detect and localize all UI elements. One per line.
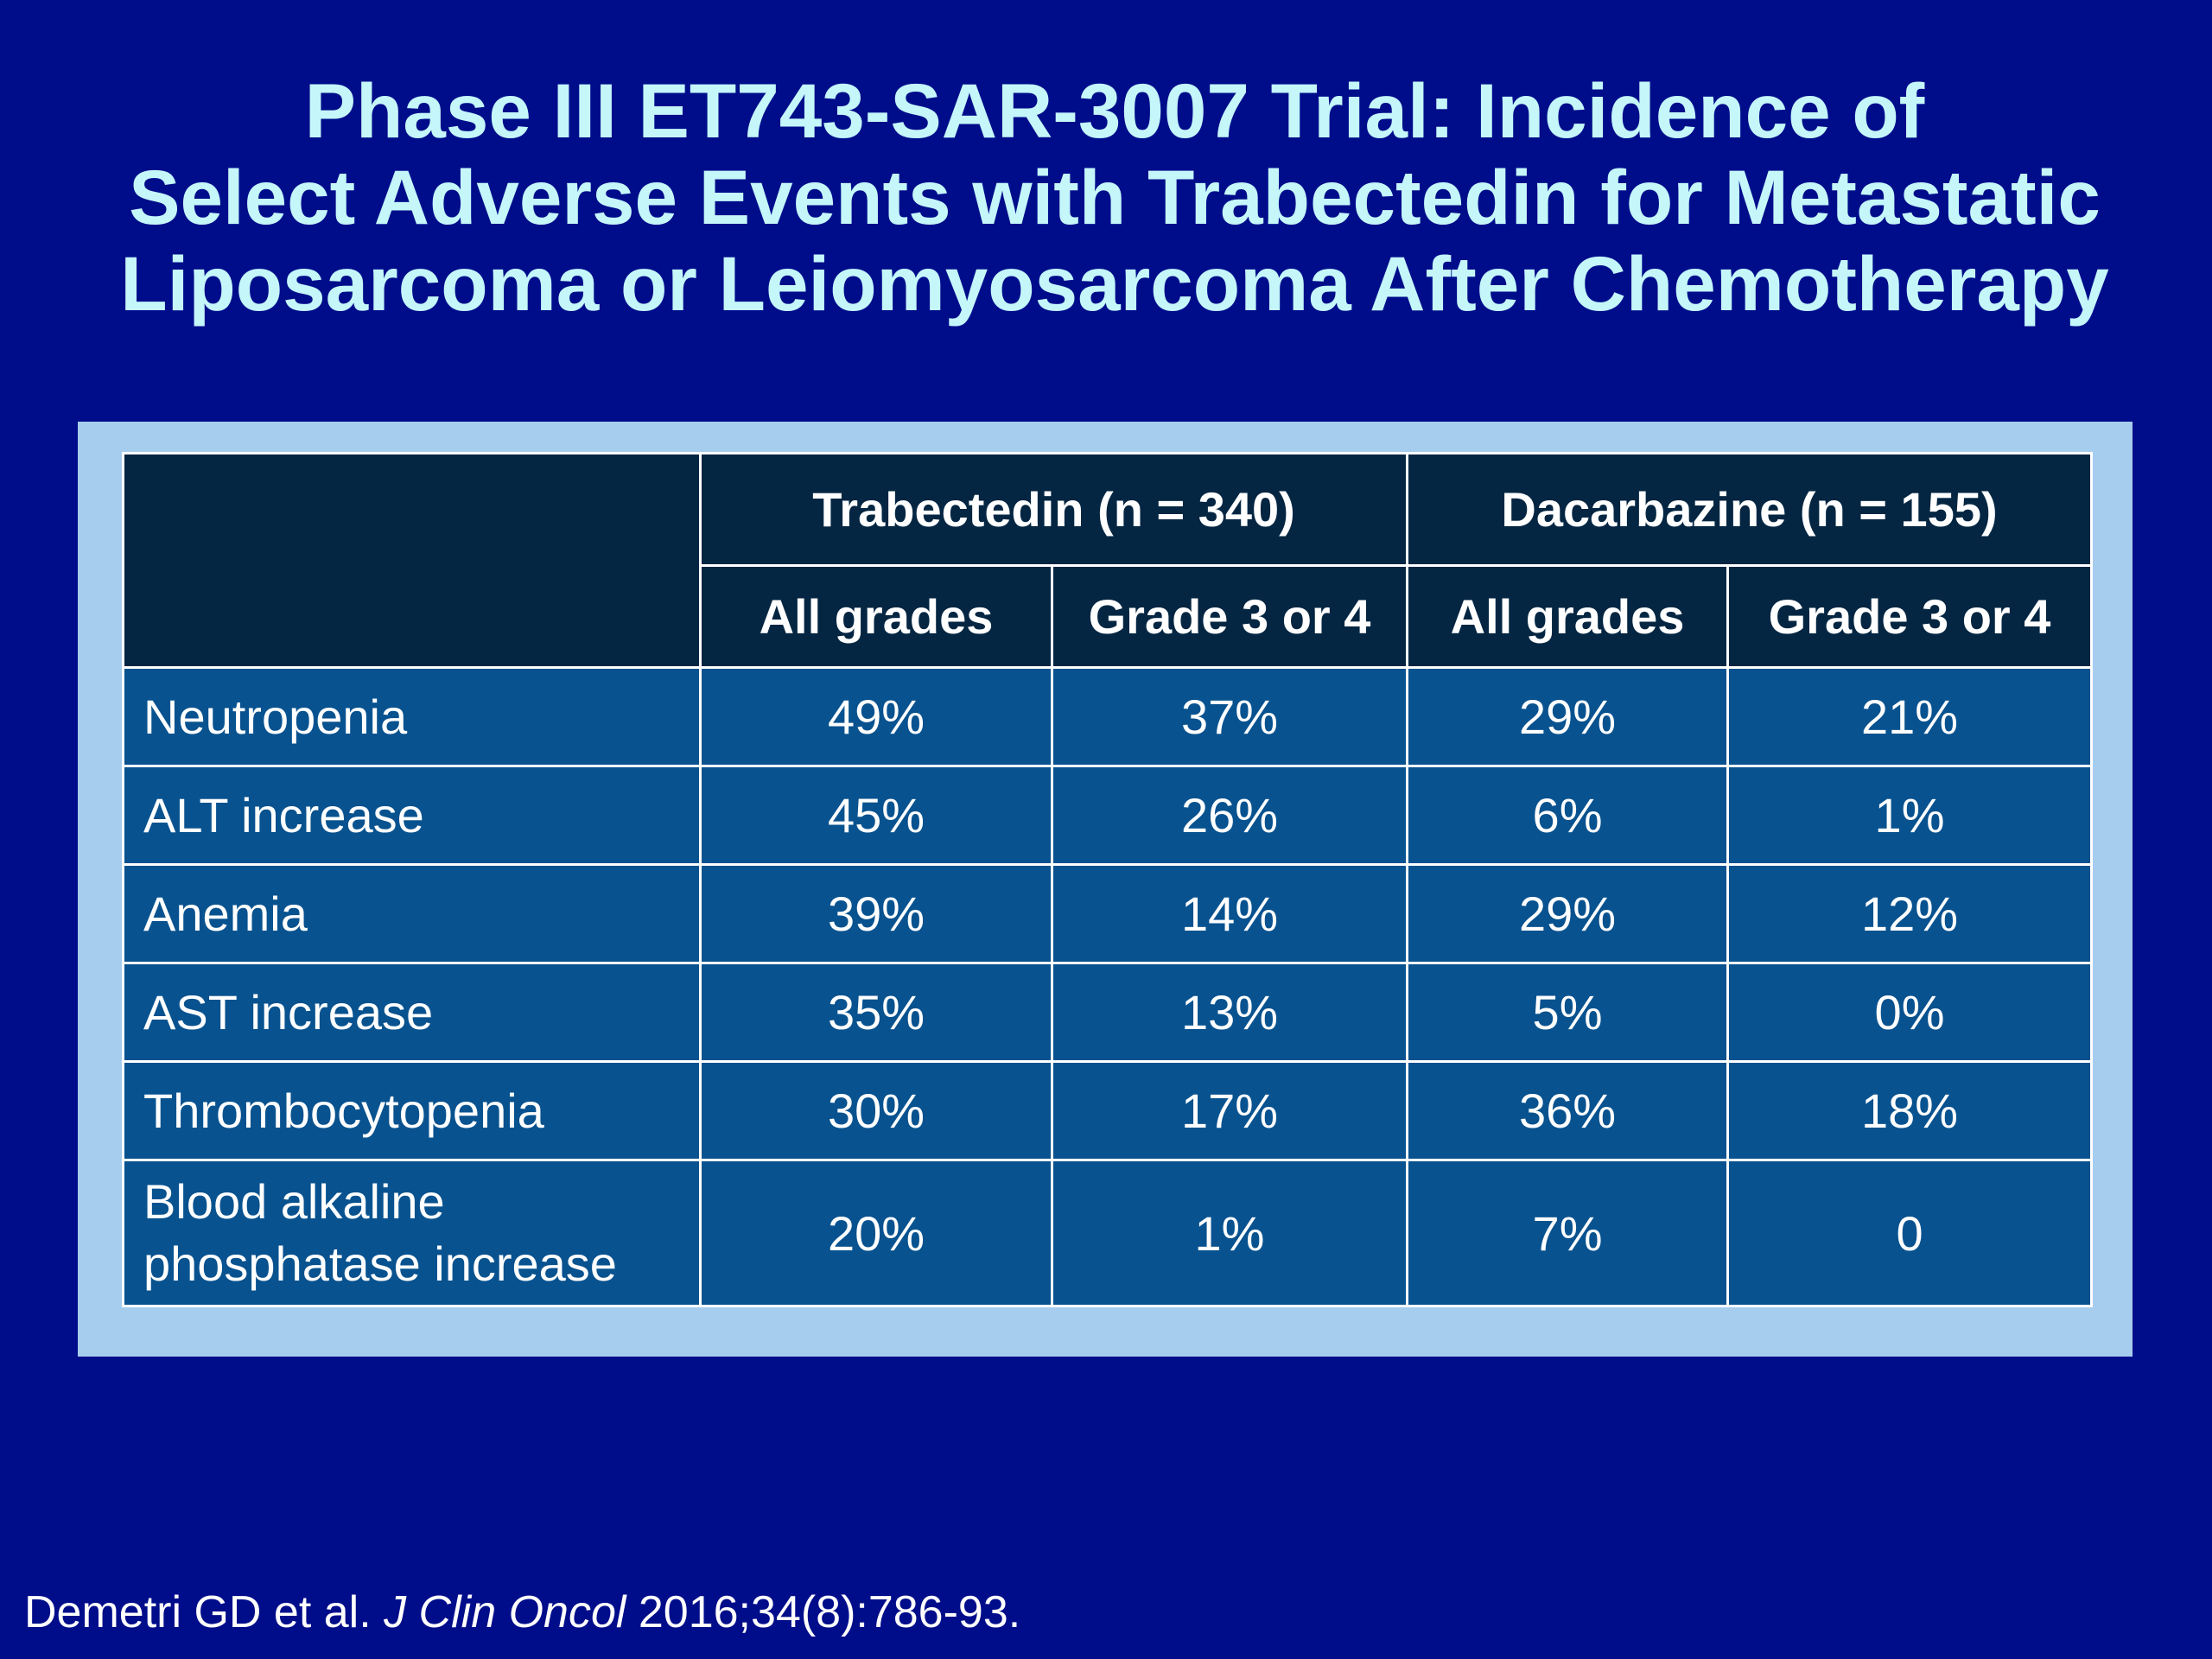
table-cell: 5% (1406, 962, 1730, 1063)
table-row: Anemia 39% 14% 29% 12% (122, 863, 2094, 964)
table-cell: 1% (1050, 1159, 1409, 1307)
table-cell: 29% (1406, 666, 1730, 767)
row-label: Neutropenia (122, 666, 702, 767)
table-cell: 49% (699, 666, 1053, 767)
row-label: ALT increase (122, 765, 702, 866)
table-row: Thrombocytopenia 30% 17% 36% 18% (122, 1060, 2094, 1161)
adverse-events-table: Trabectedin (n = 340) Dacarbazine (n = 1… (122, 452, 2094, 1307)
group-header-trabectedin: Trabectedin (n = 340) (698, 452, 1409, 567)
table-cell: 39% (699, 863, 1053, 964)
subheader-trabectedin-all-grades: All grades (699, 564, 1053, 669)
subheader-dacarbazine-grade-3-4: Grade 3 or 4 (1726, 564, 2094, 669)
table-cell: 18% (1726, 1060, 2094, 1161)
table-cell: 0 (1726, 1159, 2094, 1307)
table-cell: 14% (1050, 863, 1409, 964)
row-label: Thrombocytopenia (122, 1060, 702, 1161)
table-cell: 36% (1406, 1060, 1730, 1161)
title-line-3: Liposarcoma or Leiomyosarcoma After Chem… (120, 240, 2109, 327)
citation: Demetri GD et al. J Clin Oncol 2016;34(8… (24, 1586, 1020, 1638)
subheader-dacarbazine-all-grades: All grades (1406, 564, 1730, 669)
citation-authors: Demetri GD et al. (24, 1587, 372, 1637)
table-row: Blood alkaline phosphatase increase 20% … (122, 1159, 2094, 1307)
table-cell: 17% (1050, 1060, 1409, 1161)
row-label: Blood alkaline phosphatase increase (122, 1159, 702, 1307)
table-cell: 26% (1050, 765, 1409, 866)
table-cell: 45% (699, 765, 1053, 866)
table-cell: 12% (1726, 863, 2094, 964)
empty-header-cell (122, 452, 702, 669)
group-header-dacarbazine: Dacarbazine (n = 155) (1406, 452, 2094, 567)
subheader-trabectedin-grade-3-4: Grade 3 or 4 (1050, 564, 1409, 669)
row-label-line-2: phosphatase increase (143, 1236, 617, 1291)
title-line-1: Phase III ET743-SAR-3007 Trial: Incidenc… (304, 67, 1925, 154)
table-cell: 6% (1406, 765, 1730, 866)
table-cell: 0% (1726, 962, 2094, 1063)
citation-journal: J Clin Oncol (384, 1587, 626, 1637)
table-row: AST increase 35% 13% 5% 0% (122, 962, 2094, 1063)
table-cell: 20% (699, 1159, 1053, 1307)
citation-ref: 2016;34(8):786-93. (638, 1587, 1021, 1637)
table-cell: 29% (1406, 863, 1730, 964)
table-cell: 21% (1726, 666, 2094, 767)
table-cell: 37% (1050, 666, 1409, 767)
table-row: ALT increase 45% 26% 6% 1% (122, 765, 2094, 866)
row-label: AST increase (122, 962, 702, 1063)
title-line-2: Select Adverse Events with Trabectedin f… (129, 154, 2101, 240)
table-cell: 1% (1726, 765, 2094, 866)
row-label-line-1: Blood alkaline (143, 1174, 445, 1229)
table-cell: 35% (699, 962, 1053, 1063)
table-frame: Trabectedin (n = 340) Dacarbazine (n = 1… (78, 422, 2133, 1357)
row-label: Anemia (122, 863, 702, 964)
table-cell: 7% (1406, 1159, 1730, 1307)
table-cell: 30% (699, 1060, 1053, 1161)
table-cell: 13% (1050, 962, 1409, 1063)
slide-title: Phase III ET743-SAR-3007 Trial: Incidenc… (52, 67, 2177, 327)
table-row: Neutropenia 49% 37% 29% 21% (122, 666, 2094, 767)
